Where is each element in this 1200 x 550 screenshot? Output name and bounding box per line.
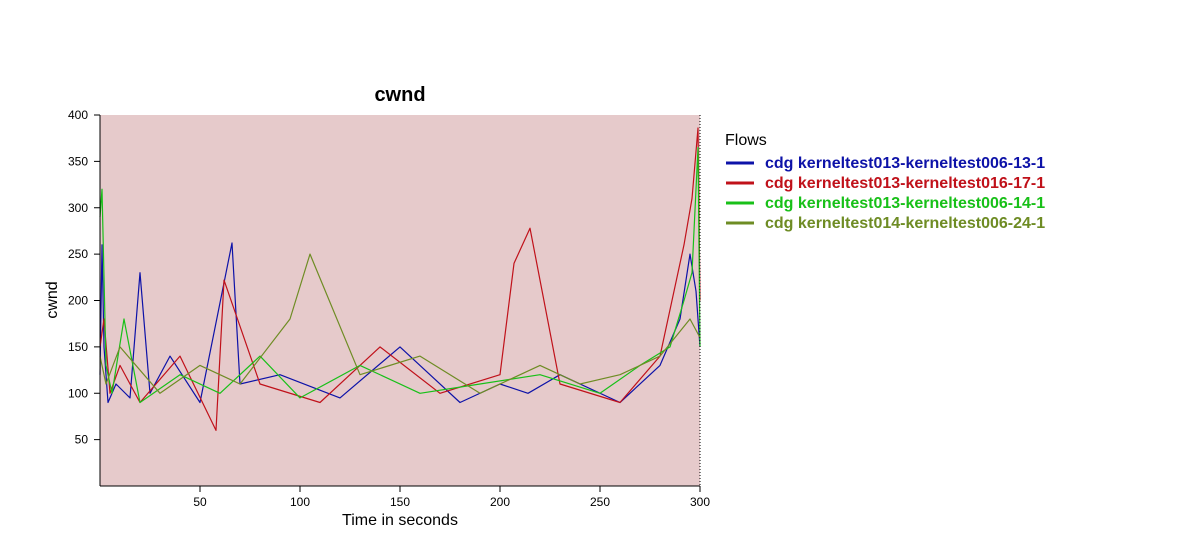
chart-title: cwnd (374, 84, 425, 106)
y-ticks: 50 100 150 200 250 300 350 400 (68, 108, 100, 447)
x-axis-label: Time in seconds (342, 512, 458, 529)
legend-label-4: cdg kerneltest014-kerneltest006-24-1 (765, 215, 1045, 232)
y-tick-label: 350 (68, 154, 88, 168)
x-ticks: 50 100 150 200 250 300 (193, 486, 710, 509)
y-tick-label: 250 (68, 247, 88, 261)
legend: cdg kerneltest013-kerneltest006-13-1 cdg … (726, 155, 1045, 232)
legend-label-1: cdg kerneltest013-kerneltest006-13-1 (765, 155, 1045, 172)
y-tick-label: 150 (68, 340, 88, 354)
y-tick-label: 400 (68, 108, 88, 122)
series-line-1 (99, 242, 701, 404)
x-tick-label: 50 (193, 495, 207, 509)
series-line-3 (99, 146, 701, 404)
x-tick-label: 300 (690, 495, 710, 509)
x-tick-label: 200 (490, 495, 510, 509)
legend-label-2: cdg kerneltest013-kerneltest016-17-1 (765, 175, 1045, 192)
plot-background (100, 115, 700, 486)
x-tick-label: 150 (390, 495, 410, 509)
x-tick-label: 250 (590, 495, 610, 509)
y-tick-label: 50 (75, 433, 89, 447)
y-tick-label: 100 (68, 386, 88, 400)
legend-title: Flows (725, 132, 767, 149)
legend-label-3: cdg kerneltest013-kerneltest006-14-1 (765, 195, 1045, 212)
y-tick-label: 200 (68, 294, 88, 308)
y-axis-label: cwnd (44, 281, 61, 318)
series-line-2 (99, 127, 701, 431)
series-layer (99, 127, 701, 431)
series-line-4 (99, 253, 701, 394)
y-tick-label: 300 (68, 201, 88, 215)
x-tick-label: 100 (290, 495, 310, 509)
